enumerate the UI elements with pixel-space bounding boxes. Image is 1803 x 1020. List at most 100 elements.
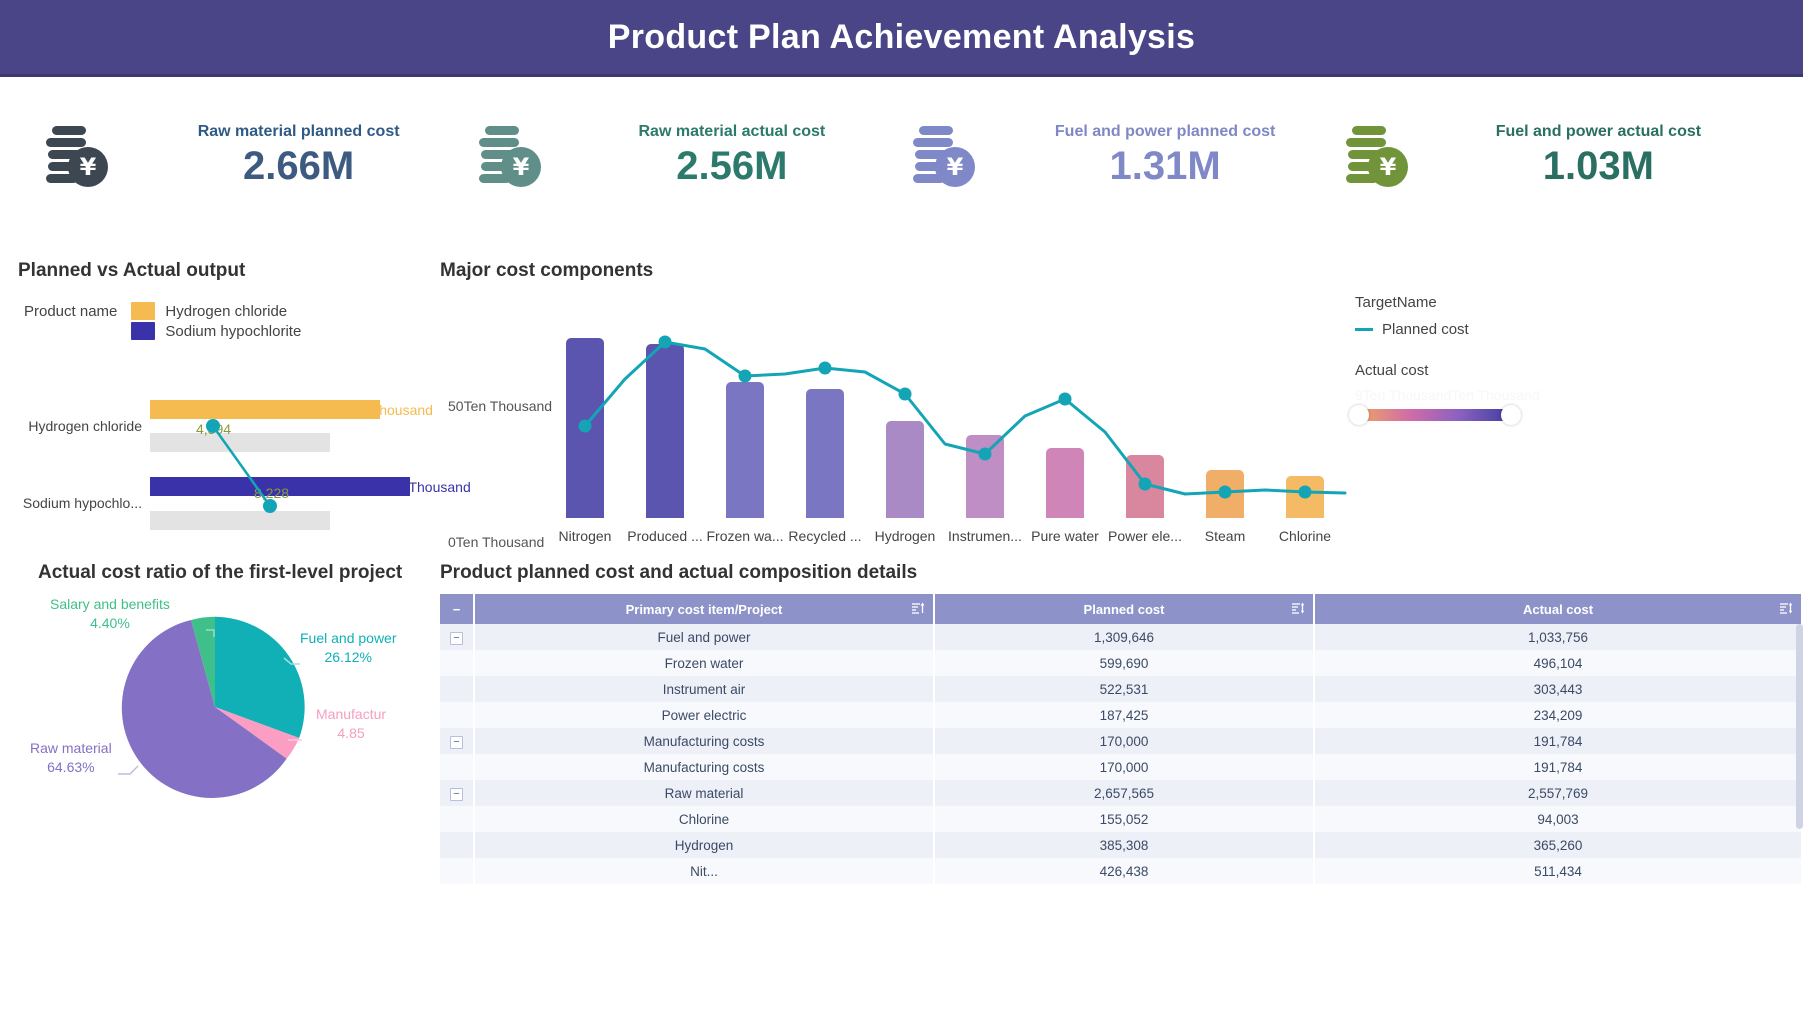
column-header-planned-cost[interactable]: Planned cost — [934, 594, 1315, 624]
bar-hydrogen[interactable] — [886, 421, 924, 518]
table-row[interactable]: Manufacturing costs 170,000 191,784 — [440, 754, 1803, 780]
actual-cost-gradient-legend[interactable]: 9Ten ThousandTen Thousand — [1349, 387, 1540, 425]
actual-cost-ratio-panel: Actual cost ratio of the first-level pro… — [0, 542, 440, 1012]
row-actual-cost-cell: 2,557,769 — [1314, 780, 1803, 806]
kpi-card-raw-material-actual[interactable]: ¥ Raw material actual cost 2.56M — [473, 119, 906, 191]
x-tick-label-frozen-water: Frozen wa... — [706, 528, 784, 544]
cost-details-table[interactable]: − Primary cost item/Project — [440, 594, 1803, 884]
bar-pure-water[interactable] — [1046, 448, 1084, 518]
bar-instrument[interactable] — [966, 435, 1004, 518]
table-row[interactable]: − Raw material 2,657,565 2,557,769 — [440, 780, 1803, 806]
row-name-cell: Fuel and power — [474, 624, 935, 650]
bar-power-electric[interactable] — [1126, 455, 1164, 518]
line-swatch-icon — [1355, 328, 1373, 331]
x-tick-label-chlorine: Chlorine — [1278, 528, 1332, 544]
row-actual-cost-cell: 94,003 — [1314, 806, 1803, 832]
sort-icon[interactable] — [911, 601, 925, 618]
bar-produced[interactable] — [646, 344, 684, 518]
table-scrollbar[interactable] — [1796, 624, 1803, 829]
table-row[interactable]: Frozen water 599,690 496,104 — [440, 650, 1803, 676]
row-expand-toggle[interactable]: − — [440, 780, 475, 806]
gradient-bar — [1355, 409, 1515, 421]
pie-label-manufacturing-costs: Manufactur 4.85 — [316, 705, 386, 743]
kpi-card-fuel-power-actual[interactable]: ¥ Fuel and power actual cost 1.03M — [1340, 119, 1773, 191]
pie-label-raw-material: Raw material 64.63% — [30, 739, 112, 777]
major-cost-chart[interactable]: 50Ten Thousand 0Ten Thousand — [440, 294, 1370, 550]
line-marker — [1058, 392, 1072, 406]
row-expand-toggle — [440, 650, 475, 676]
kpi-card-fuel-power-planned[interactable]: ¥ Fuel and power planned cost 1.31M — [907, 119, 1340, 191]
row-actual-cost-cell: 191,784 — [1314, 754, 1803, 780]
table-title: Product planned cost and actual composit… — [440, 562, 918, 583]
kpi-value: 2.56M — [676, 143, 788, 188]
legend-item-hydrogen-chloride[interactable]: Hydrogen chloride — [131, 302, 301, 320]
table-row[interactable]: − Fuel and power 1,309,646 1,033,756 — [440, 624, 1803, 650]
y-tick-label-50: 50Ten Thousand — [448, 398, 553, 414]
kpi-card-raw-material-planned[interactable]: ¥ Raw material planned cost 2.66M — [40, 119, 473, 191]
sort-icon[interactable] — [1779, 601, 1793, 618]
legend-swatch-icon — [131, 322, 156, 340]
planned-bar-hydrogen-chloride[interactable] — [150, 400, 380, 419]
column-header-label: Planned cost — [1083, 601, 1165, 617]
legend-title: Product name — [24, 303, 118, 320]
row-expand-toggle[interactable]: − — [440, 624, 475, 650]
legend-actual-cost-label: Actual cost — [1355, 362, 1429, 379]
table-row[interactable]: Power electric 187,425 234,209 — [440, 702, 1803, 728]
table-header-row: − Primary cost item/Project — [440, 594, 1803, 624]
kpi-value: 2.66M — [243, 143, 355, 188]
table-row[interactable]: Chlorine 155,052 94,003 — [440, 806, 1803, 832]
collapse-icon[interactable]: − — [450, 632, 463, 645]
line-marker — [898, 387, 912, 401]
row-expand-toggle — [440, 702, 475, 728]
actual-value-label: 8,228 — [254, 485, 290, 501]
bar-chlorine[interactable] — [1286, 476, 1324, 518]
x-tick-label-nitrogen: Nitrogen — [558, 528, 612, 544]
bar-frozen-water[interactable] — [726, 382, 764, 518]
row-planned-cost-cell: 2,657,565 — [934, 780, 1315, 806]
collapse-icon[interactable]: − — [450, 788, 463, 801]
product-name-legend: Product name Hydrogen chloride Sodium hy… — [24, 302, 301, 340]
x-tick-label-steam: Steam — [1204, 528, 1246, 544]
page-header: Product Plan Achievement Analysis — [0, 0, 1803, 77]
table-row[interactable]: Instrument air 522,531 303,443 — [440, 676, 1803, 702]
bar-nitrogen[interactable] — [566, 338, 604, 518]
coin-stack-yen-icon: ¥ — [473, 119, 545, 191]
coin-stack-yen-icon: ¥ — [1340, 119, 1412, 191]
table-row[interactable]: Nit... 426,438 511,434 — [440, 858, 1803, 884]
row-expand-toggle[interactable]: − — [440, 728, 475, 754]
planned-vs-actual-chart[interactable]: Hydrogen chloride Sodium hypochlo... 1.2… — [0, 362, 471, 537]
expand-all-header[interactable]: − — [440, 594, 475, 624]
x-tick-label-pure-water: Pure water — [1031, 528, 1099, 544]
gradient-knob-min[interactable] — [1349, 405, 1369, 425]
table-row[interactable]: − Manufacturing costs 170,000 191,784 — [440, 728, 1803, 754]
bar-category-label: Sodium hypochlo... — [22, 495, 142, 511]
column-header-primary-cost-item[interactable]: Primary cost item/Project — [474, 594, 935, 624]
coin-stack-yen-icon: ¥ — [40, 119, 112, 191]
line-marker — [818, 361, 832, 375]
sort-icon[interactable] — [1291, 601, 1305, 618]
bar-steam[interactable] — [1206, 470, 1244, 518]
major-cost-title: Major cost components — [440, 260, 654, 281]
pie-label-text: Salary and benefits — [50, 596, 170, 612]
kpi-label: Raw material planned cost — [197, 122, 400, 140]
column-header-label: Primary cost item/Project — [625, 601, 783, 617]
bar-recycled[interactable] — [806, 389, 844, 518]
collapse-icon[interactable]: − — [450, 736, 463, 749]
planned-bar-value-label: 1.2Ten Thousand — [325, 402, 433, 418]
pie-slice-fuel-and-power — [215, 616, 305, 738]
kpi-value: 1.03M — [1542, 143, 1654, 188]
row-actual-cost-cell: 191,784 — [1314, 728, 1803, 754]
pie-chart-title: Actual cost ratio of the first-level pro… — [38, 562, 403, 583]
table-row[interactable]: Hydrogen 385,308 365,260 — [440, 832, 1803, 858]
column-header-actual-cost[interactable]: Actual cost — [1314, 594, 1803, 624]
gradient-knob-max[interactable] — [1501, 405, 1521, 425]
row-expand-toggle — [440, 832, 475, 858]
pie-label-text: Raw material — [30, 740, 112, 756]
x-tick-label-recycled: Recycled ... — [788, 528, 862, 544]
pie-chart[interactable]: Salary and benefits 4.40% Fuel and power… — [30, 596, 397, 807]
legend-planned-cost[interactable]: Planned cost — [1355, 321, 1535, 338]
pie-value-text: 4.85 — [337, 724, 365, 741]
legend-item-sodium-hypochlorite[interactable]: Sodium hypochlorite — [131, 322, 301, 340]
row-actual-cost-cell: 365,260 — [1314, 832, 1803, 858]
pie-label-text: Fuel and power — [300, 630, 397, 646]
